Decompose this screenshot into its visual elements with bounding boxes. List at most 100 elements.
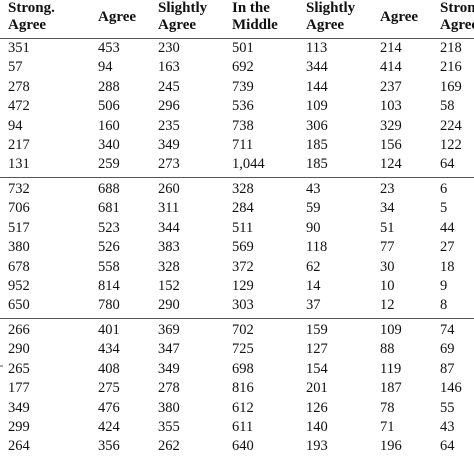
column-header: In the Middle <box>232 0 278 34</box>
table-cell: 88 <box>380 341 395 358</box>
table-cell: 511 <box>232 219 254 236</box>
table-cell: 37 <box>306 297 321 314</box>
table-cell: 260 <box>158 181 180 197</box>
table-cell: 119 <box>380 360 402 377</box>
table-cell: 185 <box>306 156 328 173</box>
table-cell: 264 <box>8 438 30 455</box>
table-cell: 401 <box>98 322 120 338</box>
table-cell: 702 <box>232 322 254 338</box>
table-cell: 146 <box>440 380 462 397</box>
table-cell: 245 <box>158 78 180 95</box>
table-cell: 611 <box>232 419 254 435</box>
table-cell: 113 <box>306 40 328 56</box>
table-cell: 711 <box>232 137 254 153</box>
table-cell: 12 <box>380 297 395 314</box>
table-cell: 118 <box>306 239 328 256</box>
table-cell: 9 <box>440 278 448 294</box>
table-cell: 217 <box>8 137 30 153</box>
table-cell: 196 <box>380 438 402 455</box>
table-cell: 952 <box>8 278 30 294</box>
table-cell: 237 <box>380 78 402 95</box>
table-cell: 569 <box>232 239 254 256</box>
group-separator <box>0 177 474 178</box>
table-cell: 64 <box>440 156 455 173</box>
table-cell: 6 <box>440 181 448 197</box>
table-cell: 55 <box>440 399 455 416</box>
table-cell: 59 <box>306 200 321 217</box>
column-header-line1: Agree <box>380 9 419 25</box>
table-cell: 78 <box>380 399 395 416</box>
table-cell: 94 <box>8 117 23 134</box>
table-cell: 351 <box>8 40 30 56</box>
table-cell: 34 <box>380 200 395 217</box>
column-header-line2: Middle <box>232 17 278 33</box>
column-header-line1: Slightly <box>158 0 208 16</box>
table-cell: 434 <box>98 341 120 358</box>
table-cell: 262 <box>158 438 180 455</box>
column-header-line1: Strong. <box>440 0 474 16</box>
row-marker <box>0 365 3 367</box>
column-header: Strong.Agree <box>440 0 474 34</box>
table-cell: 349 <box>158 360 180 377</box>
column-header: Agree <box>98 9 136 26</box>
table-cell: 159 <box>306 322 328 338</box>
table-cell: 688 <box>98 181 120 197</box>
column-header: Slightly Agree <box>158 0 207 34</box>
table-cell: 14 <box>306 278 321 294</box>
table-cell: 558 <box>98 258 120 275</box>
table-cell: 122 <box>440 137 462 153</box>
table-cell: 51 <box>380 219 395 236</box>
table-cell: 517 <box>8 219 30 236</box>
table-cell: 64 <box>440 438 455 455</box>
table-cell: 216 <box>440 59 462 76</box>
table-cell: 706 <box>8 200 30 217</box>
table-cell: 163 <box>158 59 180 76</box>
table-cell: 344 <box>306 59 328 76</box>
table-cell: 10 <box>380 278 395 294</box>
table-cell: 372 <box>232 258 254 275</box>
table-cell: 154 <box>306 360 328 377</box>
table-cell: 259 <box>98 156 120 173</box>
table-cell: 328 <box>232 181 254 197</box>
table-cell: 369 <box>158 322 180 338</box>
table-cell: 698 <box>232 360 254 377</box>
table-cell: 5 <box>440 200 448 217</box>
table-cell: 355 <box>158 419 180 435</box>
column-header-line2: Agree <box>306 17 345 33</box>
table-cell: 87 <box>440 360 455 377</box>
table-cell: 725 <box>232 341 254 358</box>
table-cell: 185 <box>306 137 328 153</box>
table-cell: 640 <box>232 438 254 455</box>
table-cell: 152 <box>158 278 180 294</box>
table-cell: 266 <box>8 322 30 338</box>
table-cell: 738 <box>232 117 254 134</box>
table-cell: 230 <box>158 40 180 56</box>
table-cell: 201 <box>306 380 328 397</box>
table-cell: 424 <box>98 419 120 435</box>
table-cell: 23 <box>380 181 395 197</box>
group-separator <box>0 318 474 319</box>
table-cell: 408 <box>98 360 120 377</box>
table-cell: 127 <box>306 341 328 358</box>
table-cell: 526 <box>98 239 120 256</box>
table-cell: 311 <box>158 200 180 217</box>
table-cell: 30 <box>380 258 395 275</box>
table-cell: 739 <box>232 78 254 95</box>
table-cell: 650 <box>8 297 30 314</box>
table-cell: 273 <box>158 156 180 173</box>
table-cell: 780 <box>98 297 120 314</box>
table-cell: 177 <box>8 380 30 397</box>
column-header-line1: Strong. <box>8 0 55 16</box>
table-cell: 129 <box>232 278 254 294</box>
table-cell: 74 <box>440 322 455 338</box>
column-header-line2: Agree <box>440 17 474 33</box>
table-cell: 69 <box>440 341 455 358</box>
table-cell: 296 <box>158 98 180 115</box>
table-cell: 380 <box>8 239 30 256</box>
table-cell: 472 <box>8 98 30 115</box>
table-cell: 265 <box>8 360 30 377</box>
table-cell: 284 <box>232 200 254 217</box>
table-cell: 126 <box>306 399 328 416</box>
table-cell: 224 <box>440 117 462 134</box>
table-cell: 90 <box>306 219 321 236</box>
